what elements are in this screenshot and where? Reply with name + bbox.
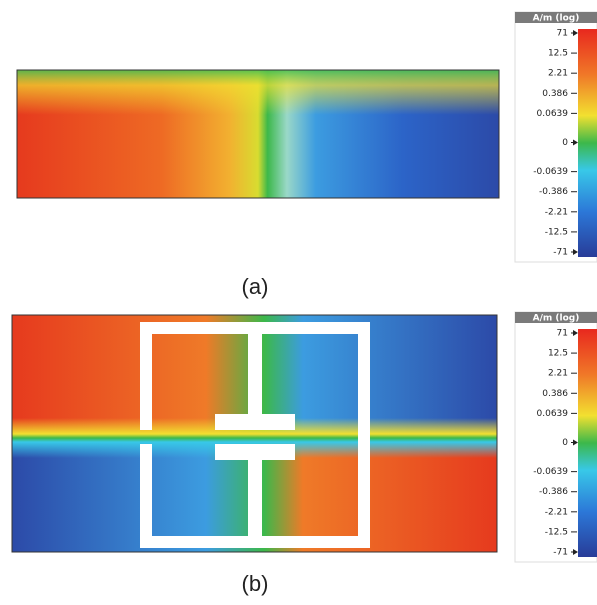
tick-label: 12.5 (548, 349, 568, 359)
tick-arrow (573, 139, 578, 146)
tick-arrow (573, 249, 578, 255)
panel-labels: (a) A/m (log) 71 12.5 2.21 0.386 0.0639 0 -0.063… (242, 11, 597, 596)
field-plot-a (16, 69, 500, 199)
tick-label: 0 (562, 438, 568, 448)
colorbar-header (515, 312, 597, 323)
colorbar-title: A/m (log) (533, 314, 580, 324)
tick-label: -0.0639 (533, 167, 568, 177)
tick-label: 0 (562, 138, 568, 148)
tick-arrow (573, 439, 578, 446)
tick-label: -71 (553, 548, 568, 558)
tick-label: -2.21 (545, 207, 568, 217)
tick-arrow (573, 549, 578, 555)
tick-label: 0.0639 (537, 409, 569, 419)
tick-label: -0.386 (539, 487, 568, 497)
colorbar-header (515, 12, 597, 23)
caption: (a) (242, 274, 269, 299)
tick-label: 0.0639 (537, 109, 569, 119)
field-plot-b (11, 314, 498, 553)
colorbar-title: A/m (log) (533, 14, 580, 24)
tick-label: 71 (557, 329, 568, 339)
resonator (140, 322, 370, 548)
tick-label: -12.5 (545, 227, 568, 237)
tick-label: 2.21 (548, 369, 568, 379)
tick-label: -0.386 (539, 187, 568, 197)
tick-label: 2.21 (548, 69, 568, 79)
caption: (b) (242, 571, 269, 596)
tick-label: -71 (553, 248, 568, 258)
tick-label: 71 (557, 29, 568, 39)
tick-label: -2.21 (545, 507, 568, 517)
colorbar (578, 29, 597, 257)
tick-label: 0.386 (542, 389, 568, 399)
tick-label: -12.5 (545, 527, 568, 537)
colorbar (578, 329, 597, 557)
tick-label: -0.0639 (533, 467, 568, 477)
tick-label: 12.5 (548, 49, 568, 59)
tick-label: 0.386 (542, 89, 568, 99)
tick-arrow (573, 330, 578, 336)
tick-arrow (573, 30, 578, 36)
